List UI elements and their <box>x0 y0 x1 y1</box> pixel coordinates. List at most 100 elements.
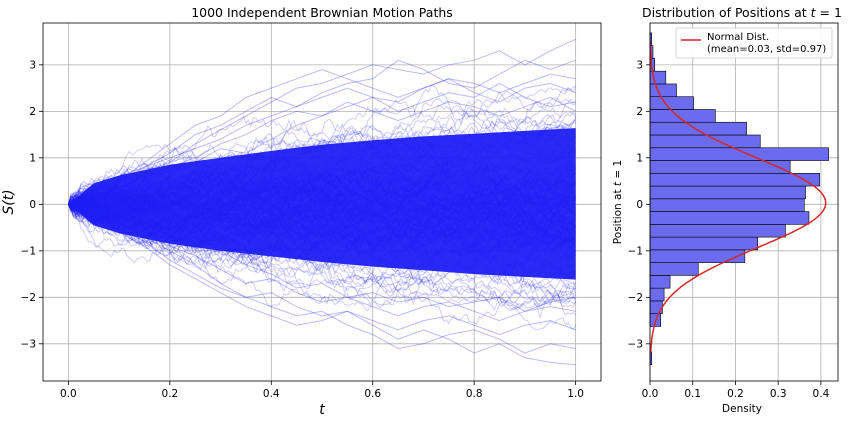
brownian-path <box>67 126 577 209</box>
right-ytick-label: 1 <box>636 153 643 165</box>
brownian-path <box>68 154 577 232</box>
brownian-path <box>68 197 576 297</box>
brownian-path <box>68 175 577 280</box>
brownian-path <box>67 190 576 261</box>
left-ylabel: S(t) <box>1 189 17 214</box>
brownian-path <box>68 189 576 243</box>
brownian-path <box>67 197 576 316</box>
brownian-path <box>68 192 576 291</box>
histogram-bar <box>649 185 806 200</box>
brownian-path <box>68 139 576 215</box>
brownian-path <box>67 201 576 247</box>
brownian-path <box>68 170 576 209</box>
brownian-path <box>68 162 576 234</box>
legend: Normal Dist. (mean=0.03, std=0.97) <box>675 27 833 59</box>
brownian-path-extreme <box>68 59 576 205</box>
histogram-bar <box>649 300 663 314</box>
brownian-path <box>68 161 577 221</box>
brownian-path <box>68 199 576 297</box>
brownian-path <box>67 99 576 205</box>
brownian-path <box>67 165 576 209</box>
brownian-path-extreme <box>68 203 576 312</box>
brownian-path <box>67 196 577 254</box>
brownian-path <box>68 193 576 273</box>
brownian-path <box>67 181 577 237</box>
brownian-path <box>68 197 576 326</box>
brownian-path-extreme <box>68 203 576 322</box>
brownian-path <box>68 202 576 305</box>
brownian-path <box>68 154 576 243</box>
brownian-path <box>68 185 577 227</box>
brownian-path-extreme <box>68 82 576 205</box>
brownian-path <box>68 163 576 244</box>
brownian-path <box>67 204 577 266</box>
brownian-path <box>67 85 576 215</box>
normal-fit-curve <box>649 41 827 354</box>
brownian-path <box>67 204 577 263</box>
brownian-path <box>68 147 577 250</box>
brownian-path <box>67 97 576 223</box>
brownian-path <box>68 200 576 250</box>
brownian-path <box>68 192 577 259</box>
left-ytick-label: 2 <box>29 106 36 118</box>
brownian-path <box>68 84 577 213</box>
brownian-path <box>67 180 576 229</box>
brownian-path <box>68 163 577 254</box>
brownian-path <box>67 176 576 256</box>
brownian-path <box>68 152 576 240</box>
brownian-path <box>67 154 576 228</box>
brownian-path <box>68 201 577 290</box>
brownian-path <box>67 197 576 255</box>
brownian-path <box>68 160 576 214</box>
brownian-path <box>68 178 576 245</box>
right-plot-frame <box>649 22 839 382</box>
brownian-path <box>68 175 576 221</box>
brownian-path <box>68 186 576 268</box>
right-xtick-label: 0.4 <box>813 388 830 400</box>
brownian-path <box>67 198 577 257</box>
brownian-path <box>68 160 576 236</box>
right-chart-title: Distribution of Positions at t = 1 <box>642 5 842 20</box>
brownian-path <box>68 170 576 244</box>
brownian-path-extreme <box>68 96 576 205</box>
brownian-path <box>68 203 577 293</box>
brownian-path-extreme <box>68 203 576 366</box>
brownian-path <box>68 171 576 228</box>
histogram-bar <box>649 198 805 212</box>
brownian-path <box>68 173 576 218</box>
brownian-path-extreme <box>68 38 576 205</box>
brownian-path <box>68 170 576 213</box>
right-ytick-label: −3 <box>628 339 643 351</box>
brownian-path <box>67 198 577 260</box>
brownian-path <box>68 190 577 245</box>
brownian-path <box>68 176 576 218</box>
left-ytick-label: −2 <box>21 292 36 304</box>
brownian-path <box>67 204 577 294</box>
brownian-path <box>68 179 576 232</box>
brownian-path <box>68 184 576 252</box>
brownian-path <box>68 171 577 232</box>
left-xtick-label: 0.8 <box>466 388 483 400</box>
left-xtick-label: 0.0 <box>60 388 77 400</box>
brownian-path <box>68 172 577 218</box>
brownian-path <box>68 197 577 311</box>
brownian-path <box>68 107 577 207</box>
brownian-path <box>68 199 576 251</box>
right-ytick-label: 2 <box>636 106 643 118</box>
brownian-path <box>68 181 577 233</box>
brownian-path <box>68 157 576 219</box>
brownian-path <box>68 178 577 250</box>
brownian-path <box>68 195 577 290</box>
right-chart: 0.0 0.1 0.2 0.3 0.4 −3 −2 −1 0 1 2 3 Normal Dist. (… <box>628 22 839 400</box>
right-ytick-label: 0 <box>636 199 643 211</box>
brownian-path <box>68 152 576 235</box>
brownian-path <box>67 163 577 223</box>
brownian-path <box>68 200 577 261</box>
brownian-path <box>67 191 576 271</box>
brownian-path <box>68 197 576 270</box>
left-ytick-label: 0 <box>29 199 36 211</box>
brownian-path <box>68 180 576 231</box>
histogram-bar <box>649 224 786 238</box>
brownian-path <box>68 184 576 247</box>
brownian-path <box>68 163 576 225</box>
